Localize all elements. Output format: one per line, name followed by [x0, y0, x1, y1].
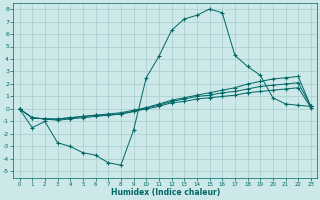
X-axis label: Humidex (Indice chaleur): Humidex (Indice chaleur): [111, 188, 220, 197]
